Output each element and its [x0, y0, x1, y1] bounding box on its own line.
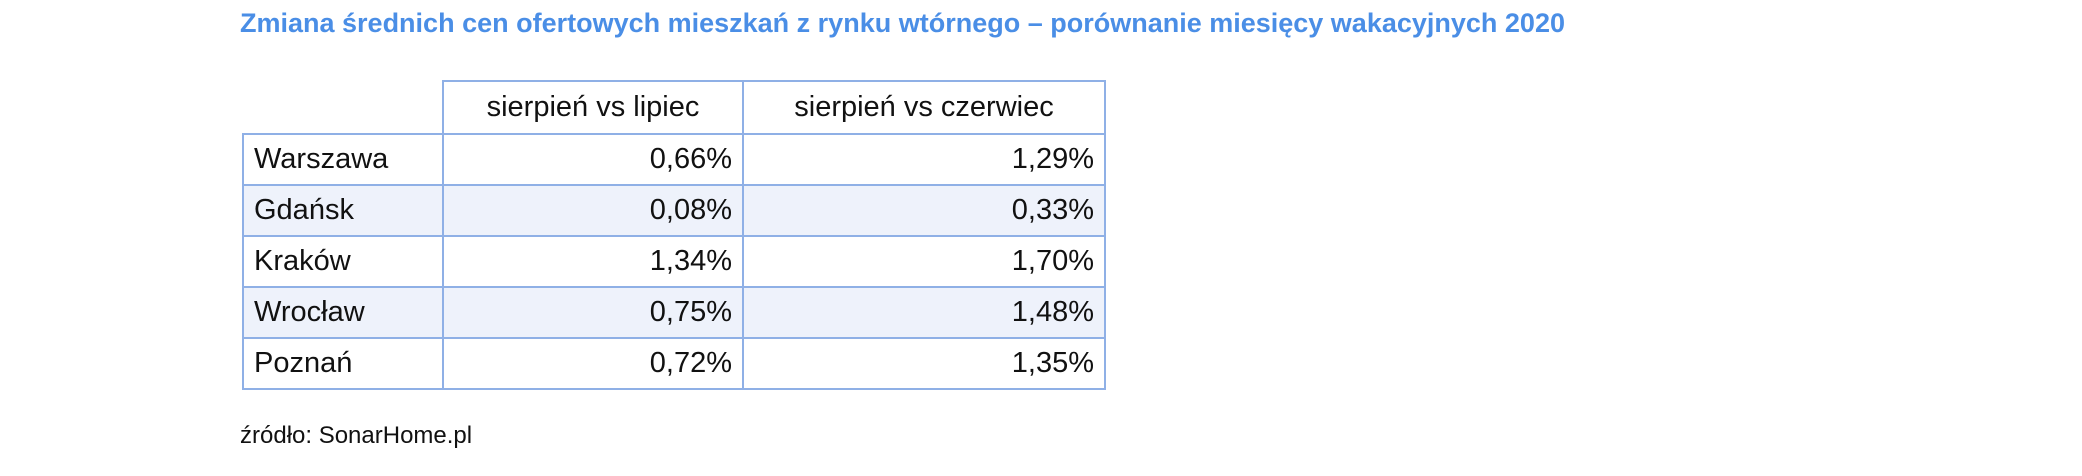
value-cell: 1,35%: [742, 337, 1106, 390]
table-row: Warszawa 0,66% 1,29%: [242, 133, 1106, 186]
city-cell: Wrocław: [242, 286, 444, 339]
value-cell: 0,72%: [442, 337, 744, 390]
value-cell: 1,34%: [442, 235, 744, 288]
city-cell: Kraków: [242, 235, 444, 288]
table-row: Wrocław 0,75% 1,48%: [242, 286, 1106, 339]
value-cell: 0,66%: [442, 133, 744, 186]
price-table: sierpień vs lipiec sierpień vs czerwiec W…: [242, 80, 1106, 390]
value-cell: 0,75%: [442, 286, 744, 339]
value-cell: 1,29%: [742, 133, 1106, 186]
value-cell: 0,08%: [442, 184, 744, 237]
table-row: Kraków 1,34% 1,70%: [242, 235, 1106, 288]
source-note: źródło: SonarHome.pl: [240, 422, 473, 449]
value-cell: 1,48%: [742, 286, 1106, 339]
city-cell: Warszawa: [242, 133, 444, 186]
city-cell: Poznań: [242, 337, 444, 390]
value-cell: 0,33%: [742, 184, 1106, 237]
header-row: sierpień vs lipiec sierpień vs czerwiec: [243, 80, 1106, 135]
table-row: Poznań 0,72% 1,35%: [242, 337, 1106, 390]
city-cell: Gdańsk: [242, 184, 444, 237]
value-cell: 1,70%: [742, 235, 1106, 288]
title: Zmiana średnich cen ofertowych mieszkań …: [240, 8, 1565, 38]
column-header: sierpień vs czerwiec: [742, 80, 1106, 135]
corner-cell: [243, 81, 444, 135]
table-row: Gdańsk 0,08% 0,33%: [242, 184, 1106, 237]
column-header: sierpień vs lipiec: [442, 80, 744, 135]
